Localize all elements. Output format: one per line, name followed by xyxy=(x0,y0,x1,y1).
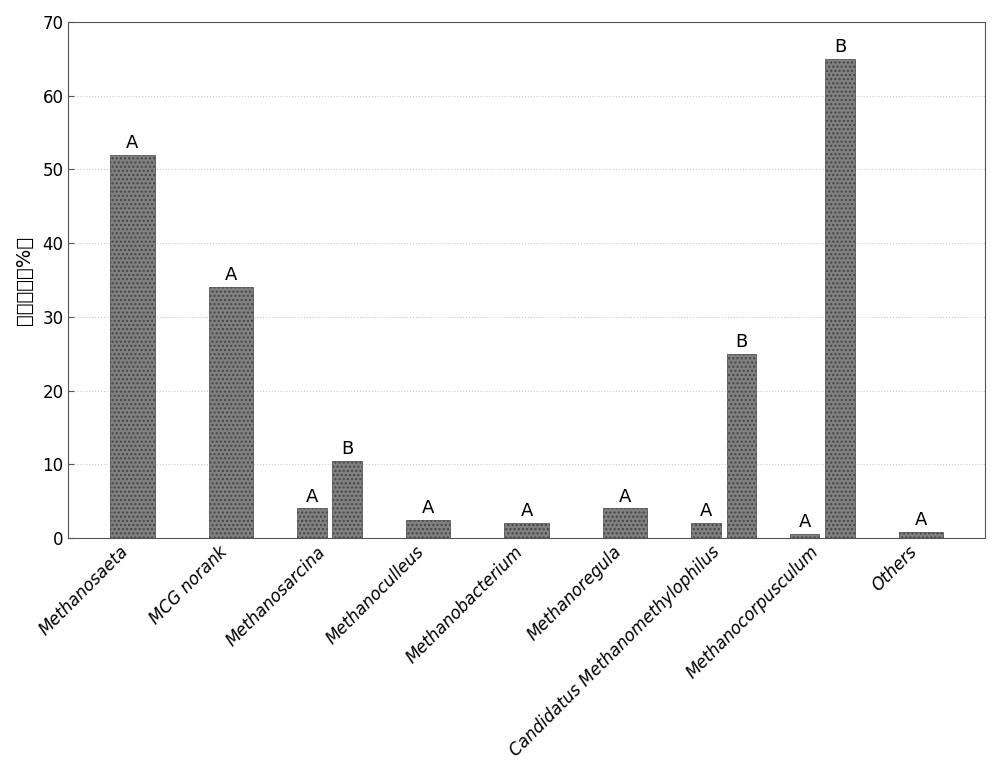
Text: A: A xyxy=(915,512,927,529)
Text: A: A xyxy=(700,502,712,520)
Text: A: A xyxy=(306,487,318,505)
Text: B: B xyxy=(735,332,748,351)
Bar xyxy=(727,353,756,538)
Bar xyxy=(209,288,253,538)
Text: A: A xyxy=(520,502,533,520)
Bar xyxy=(406,519,450,538)
Bar xyxy=(603,508,647,538)
Text: A: A xyxy=(126,134,139,152)
Bar xyxy=(504,523,549,538)
Text: A: A xyxy=(798,513,811,532)
Text: A: A xyxy=(619,487,631,505)
Bar xyxy=(332,460,362,538)
Bar xyxy=(790,534,819,538)
Text: B: B xyxy=(834,38,846,56)
Bar xyxy=(297,508,327,538)
Text: A: A xyxy=(422,498,434,517)
Bar xyxy=(899,532,943,538)
Bar xyxy=(691,523,721,538)
Text: A: A xyxy=(225,267,237,284)
Bar xyxy=(110,155,155,538)
Bar xyxy=(825,59,855,538)
Y-axis label: 相对丰度（%）: 相对丰度（%） xyxy=(15,236,34,325)
Text: B: B xyxy=(341,439,353,457)
